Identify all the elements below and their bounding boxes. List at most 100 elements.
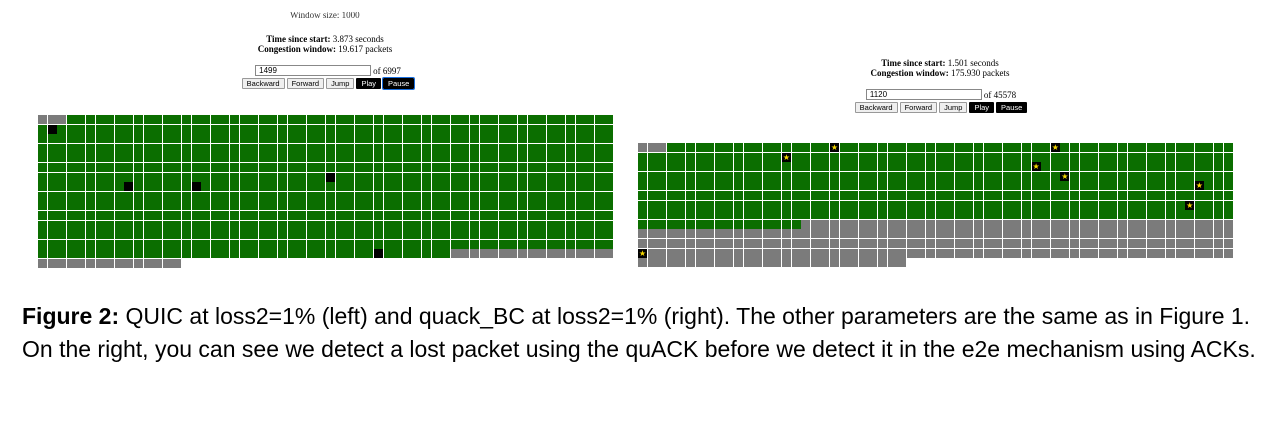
packet-cell-pending <box>647 229 657 239</box>
packet-cell-acked <box>354 211 364 220</box>
packet-cell-acked <box>479 134 489 144</box>
packet-cell-acked <box>316 230 326 240</box>
packet-cell-acked <box>57 163 67 172</box>
frame-input[interactable]: 1499 <box>255 65 372 76</box>
packet-cell-acked <box>1098 143 1108 152</box>
packet-cell-acked <box>364 249 374 259</box>
play-button[interactable]: Play <box>356 78 382 89</box>
packet-cell-pending <box>705 239 715 248</box>
packet-cell-acked <box>647 162 657 172</box>
packet-cell-pending <box>993 229 1003 239</box>
packet-cell-acked <box>897 200 907 210</box>
packet-cell-acked <box>354 134 364 144</box>
packet-cell-acked <box>479 182 489 192</box>
packet-cell-acked <box>604 153 614 163</box>
packet-cell-acked <box>1012 152 1022 162</box>
jump-button[interactable]: Jump <box>939 102 968 113</box>
packet-cell-acked <box>201 201 211 211</box>
packet-cell-acked <box>801 181 811 191</box>
packet-cell-acked <box>153 115 163 124</box>
packet-cell-acked <box>105 163 115 172</box>
packet-cell-acked <box>230 124 239 134</box>
packet-cell-acked <box>460 153 470 163</box>
packet-cell-acked <box>1204 171 1214 181</box>
packet-cell-acked <box>134 115 143 124</box>
packet-cell-acked <box>249 134 259 144</box>
packet-cell-acked <box>575 220 585 230</box>
packet-cell-acked <box>983 171 993 181</box>
packet-cell-acked <box>393 211 403 220</box>
packet-cell-acked <box>162 249 172 259</box>
packet-cell-pending <box>695 258 705 268</box>
packet-cell-acked <box>566 143 575 153</box>
packet-cell-acked <box>326 143 335 153</box>
packet-cell-acked <box>1204 162 1214 172</box>
packet-cell-acked <box>76 249 86 259</box>
packet-cell-acked <box>489 211 499 220</box>
packet-cell-pending <box>1146 229 1156 239</box>
pause-button[interactable]: Pause <box>996 102 1028 113</box>
packet-cell-acked <box>1185 210 1195 220</box>
backward-button[interactable]: Backward <box>241 78 285 89</box>
packet-cell-acked <box>714 143 724 152</box>
packet-cell-acked <box>518 220 527 230</box>
packet-cell-acked <box>964 181 974 191</box>
packet-cell-acked <box>335 172 345 182</box>
packet-cell-acked <box>258 115 268 124</box>
packet-cell-acked <box>239 211 249 220</box>
packet-cell-pending <box>830 248 839 258</box>
packet-cell-acked <box>354 115 364 124</box>
packet-cell-pending <box>849 258 859 268</box>
packet-cell-acked <box>887 152 897 162</box>
forward-button[interactable]: Forward <box>899 102 938 113</box>
packet-cell-acked <box>1041 171 1051 181</box>
packet-cell-acked <box>287 182 297 192</box>
packet-cell-acked <box>383 115 393 124</box>
packet-cell-acked <box>1012 162 1022 172</box>
forward-button[interactable]: Forward <box>286 78 325 89</box>
packet-cell-acked <box>306 201 316 211</box>
packet-cell-acked <box>556 201 566 211</box>
packet-cell-acked <box>657 200 667 210</box>
packet-cell-acked <box>335 134 345 144</box>
packet-cell-acked <box>441 153 451 163</box>
play-button[interactable]: Play <box>969 102 995 113</box>
packet-cell-acked <box>498 124 508 134</box>
packet-cell-acked <box>647 171 657 181</box>
packet-cell-acked <box>753 219 763 229</box>
packet-cell-acked <box>249 124 259 134</box>
packet-cell-acked <box>326 230 335 240</box>
pause-button[interactable]: Pause <box>382 77 416 90</box>
packet-cell-pending <box>95 259 105 268</box>
packet-cell-acked <box>201 239 211 249</box>
packet-cell-acked <box>546 230 556 240</box>
jump-button[interactable]: Jump <box>326 78 355 89</box>
packet-cell-acked <box>498 143 508 153</box>
backward-button[interactable]: Backward <box>854 102 898 113</box>
packet-cell-acked <box>695 152 705 162</box>
packet-cell-pending <box>705 229 715 239</box>
packet-cell-pending <box>676 258 686 268</box>
packet-cell-acked <box>172 230 182 240</box>
packet-cell-acked <box>1108 181 1118 191</box>
packet-cell-acked <box>412 230 422 240</box>
packet-cell-acked <box>830 181 839 191</box>
packet-cell-acked <box>201 230 211 240</box>
packet-cell-pending <box>878 239 887 248</box>
packet-cell-acked <box>566 211 575 220</box>
packet-grid-left <box>38 115 618 280</box>
packet-cell-acked <box>66 182 76 192</box>
packet-cell-acked <box>858 181 868 191</box>
packet-cell-acked <box>1050 200 1060 210</box>
packet-cell-acked <box>1031 191 1041 200</box>
packet-cell-acked <box>450 115 460 124</box>
packet-cell-acked <box>86 153 95 163</box>
packet-cell-acked <box>393 249 403 259</box>
packet-cell-acked <box>47 172 57 182</box>
packet-cell-acked <box>162 153 172 163</box>
packet-cell-acked <box>38 163 47 172</box>
packet-cell-acked <box>422 143 431 153</box>
packet-cell-acked <box>1146 210 1156 220</box>
packet-cell-acked <box>916 210 926 220</box>
frame-input[interactable]: 1120 <box>865 89 982 100</box>
